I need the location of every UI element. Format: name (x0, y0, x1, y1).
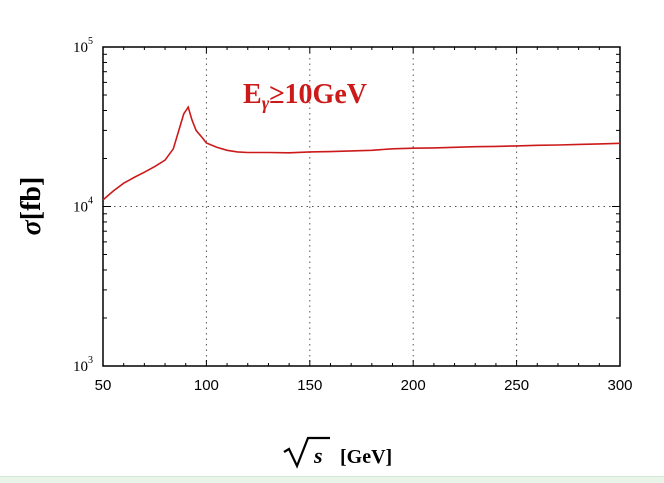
sqrt-symbol (283, 436, 330, 469)
svg-text:σ[fb]: σ[fb] (16, 177, 47, 236)
x-tick-label: 150 (297, 377, 322, 394)
annotation-gamma: γ (262, 93, 270, 113)
bottom-strip (0, 476, 664, 483)
x-tick-label: 100 (194, 377, 219, 394)
y-axis-sigma: σ (16, 219, 47, 235)
annotation-cut: ≥10GeV (269, 79, 367, 110)
annotation-e: E (243, 79, 262, 110)
x-tick-label: 300 (607, 377, 632, 394)
x-tick-label: 200 (401, 377, 426, 394)
y-axis-label: σ[fb] (16, 177, 47, 236)
y-tick-label: 104 (73, 196, 93, 216)
y-tick-labels: 103 104 105 (73, 36, 93, 375)
x-tick-label: 250 (504, 377, 529, 394)
tick-marks (102, 46, 621, 367)
annotation-label: Eγ≥10GeV (243, 79, 367, 113)
y-tick-label: 103 (73, 355, 93, 375)
y-axis-unit: [fb] (16, 177, 47, 221)
x-axis-symbol: s (313, 443, 323, 468)
x-axis-label: s [GeV] (283, 436, 392, 469)
x-tick-labels: 50 100 150 200 250 300 (95, 377, 633, 394)
x-tick-label: 50 (95, 377, 112, 394)
x-axis-unit: [GeV] (340, 446, 392, 468)
grid-lines (103, 47, 620, 366)
cross-section-line (102, 105, 621, 201)
y-tick-label: 105 (73, 36, 93, 56)
